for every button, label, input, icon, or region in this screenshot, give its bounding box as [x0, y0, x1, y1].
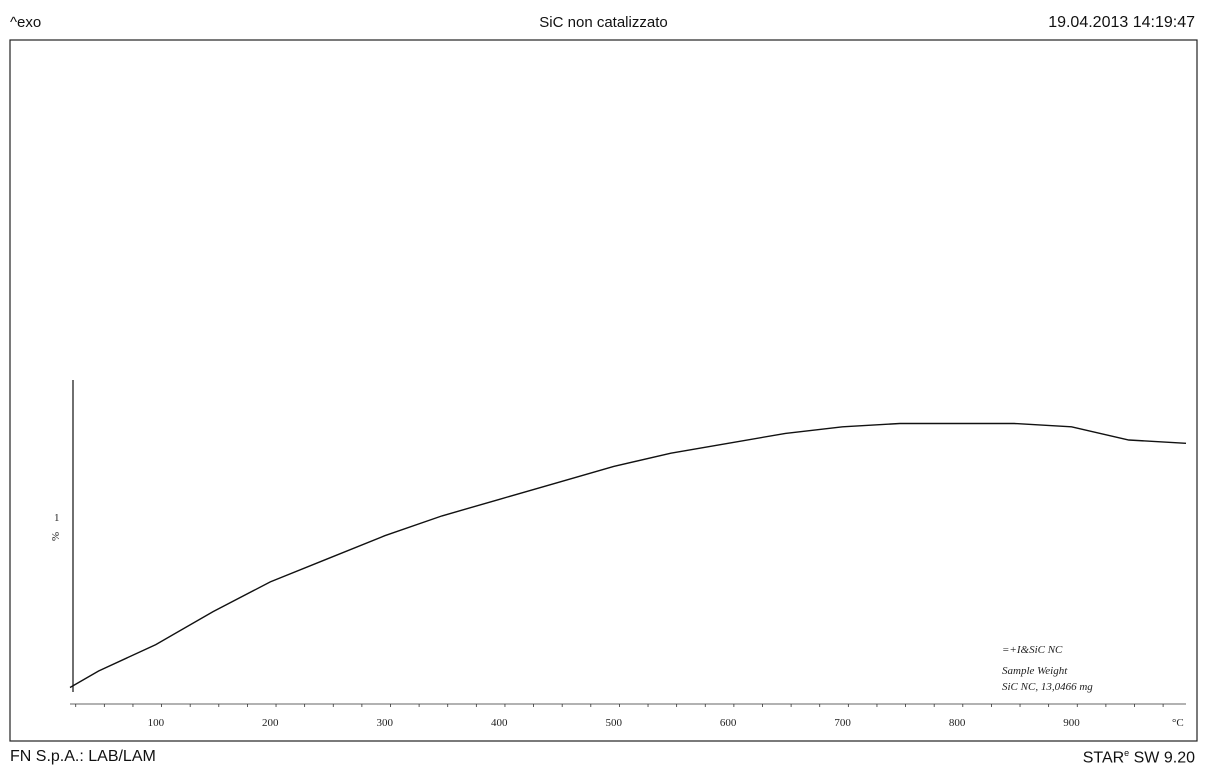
x-tick-label: 200	[262, 717, 279, 729]
x-axis-ticks	[75, 704, 1164, 707]
footer-lab: FN S.p.A.: LAB/LAM	[10, 748, 156, 765]
software-name: STAR	[1082, 749, 1125, 767]
software-sup: e	[1124, 748, 1130, 758]
software-version: SW 9.20	[1129, 749, 1195, 767]
x-tick-label: 800	[949, 717, 966, 729]
x-tick-label: 100	[148, 717, 165, 729]
x-tick-label: 900	[1063, 717, 1080, 729]
x-tick-label: 500	[605, 717, 622, 729]
x-tick-label: 700	[834, 717, 851, 729]
series-line-sic-nc	[69, 422, 1187, 689]
y-scale-value: 1	[54, 512, 60, 524]
legend: =+I&SiC NC Sample Weight SiC NC, 13,0466…	[1002, 644, 1093, 693]
x-tick-label: 400	[491, 717, 508, 729]
chart-title: SiC non catalizzato	[539, 14, 668, 31]
y-unit-label: %	[50, 532, 62, 541]
x-tick-label: 300	[377, 717, 394, 729]
footer-software: STARe SW 9.20	[1083, 748, 1195, 767]
legend-line-3: SiC NC, 13,0466 mg	[1002, 681, 1093, 693]
exo-direction-label: ^exo	[10, 14, 42, 31]
legend-line-2: Sample Weight	[1002, 665, 1068, 677]
plot-frame	[9, 39, 1198, 742]
legend-line-1: =+I&SiC NC	[1002, 644, 1063, 656]
x-unit-label: °C	[1172, 717, 1184, 729]
x-axis-tick-labels: 100 200 300 400 500 600 700 800 900	[148, 717, 1081, 729]
datetime-stamp: 19.04.2013 14:19:47	[1048, 14, 1195, 31]
x-tick-label: 600	[720, 717, 737, 729]
